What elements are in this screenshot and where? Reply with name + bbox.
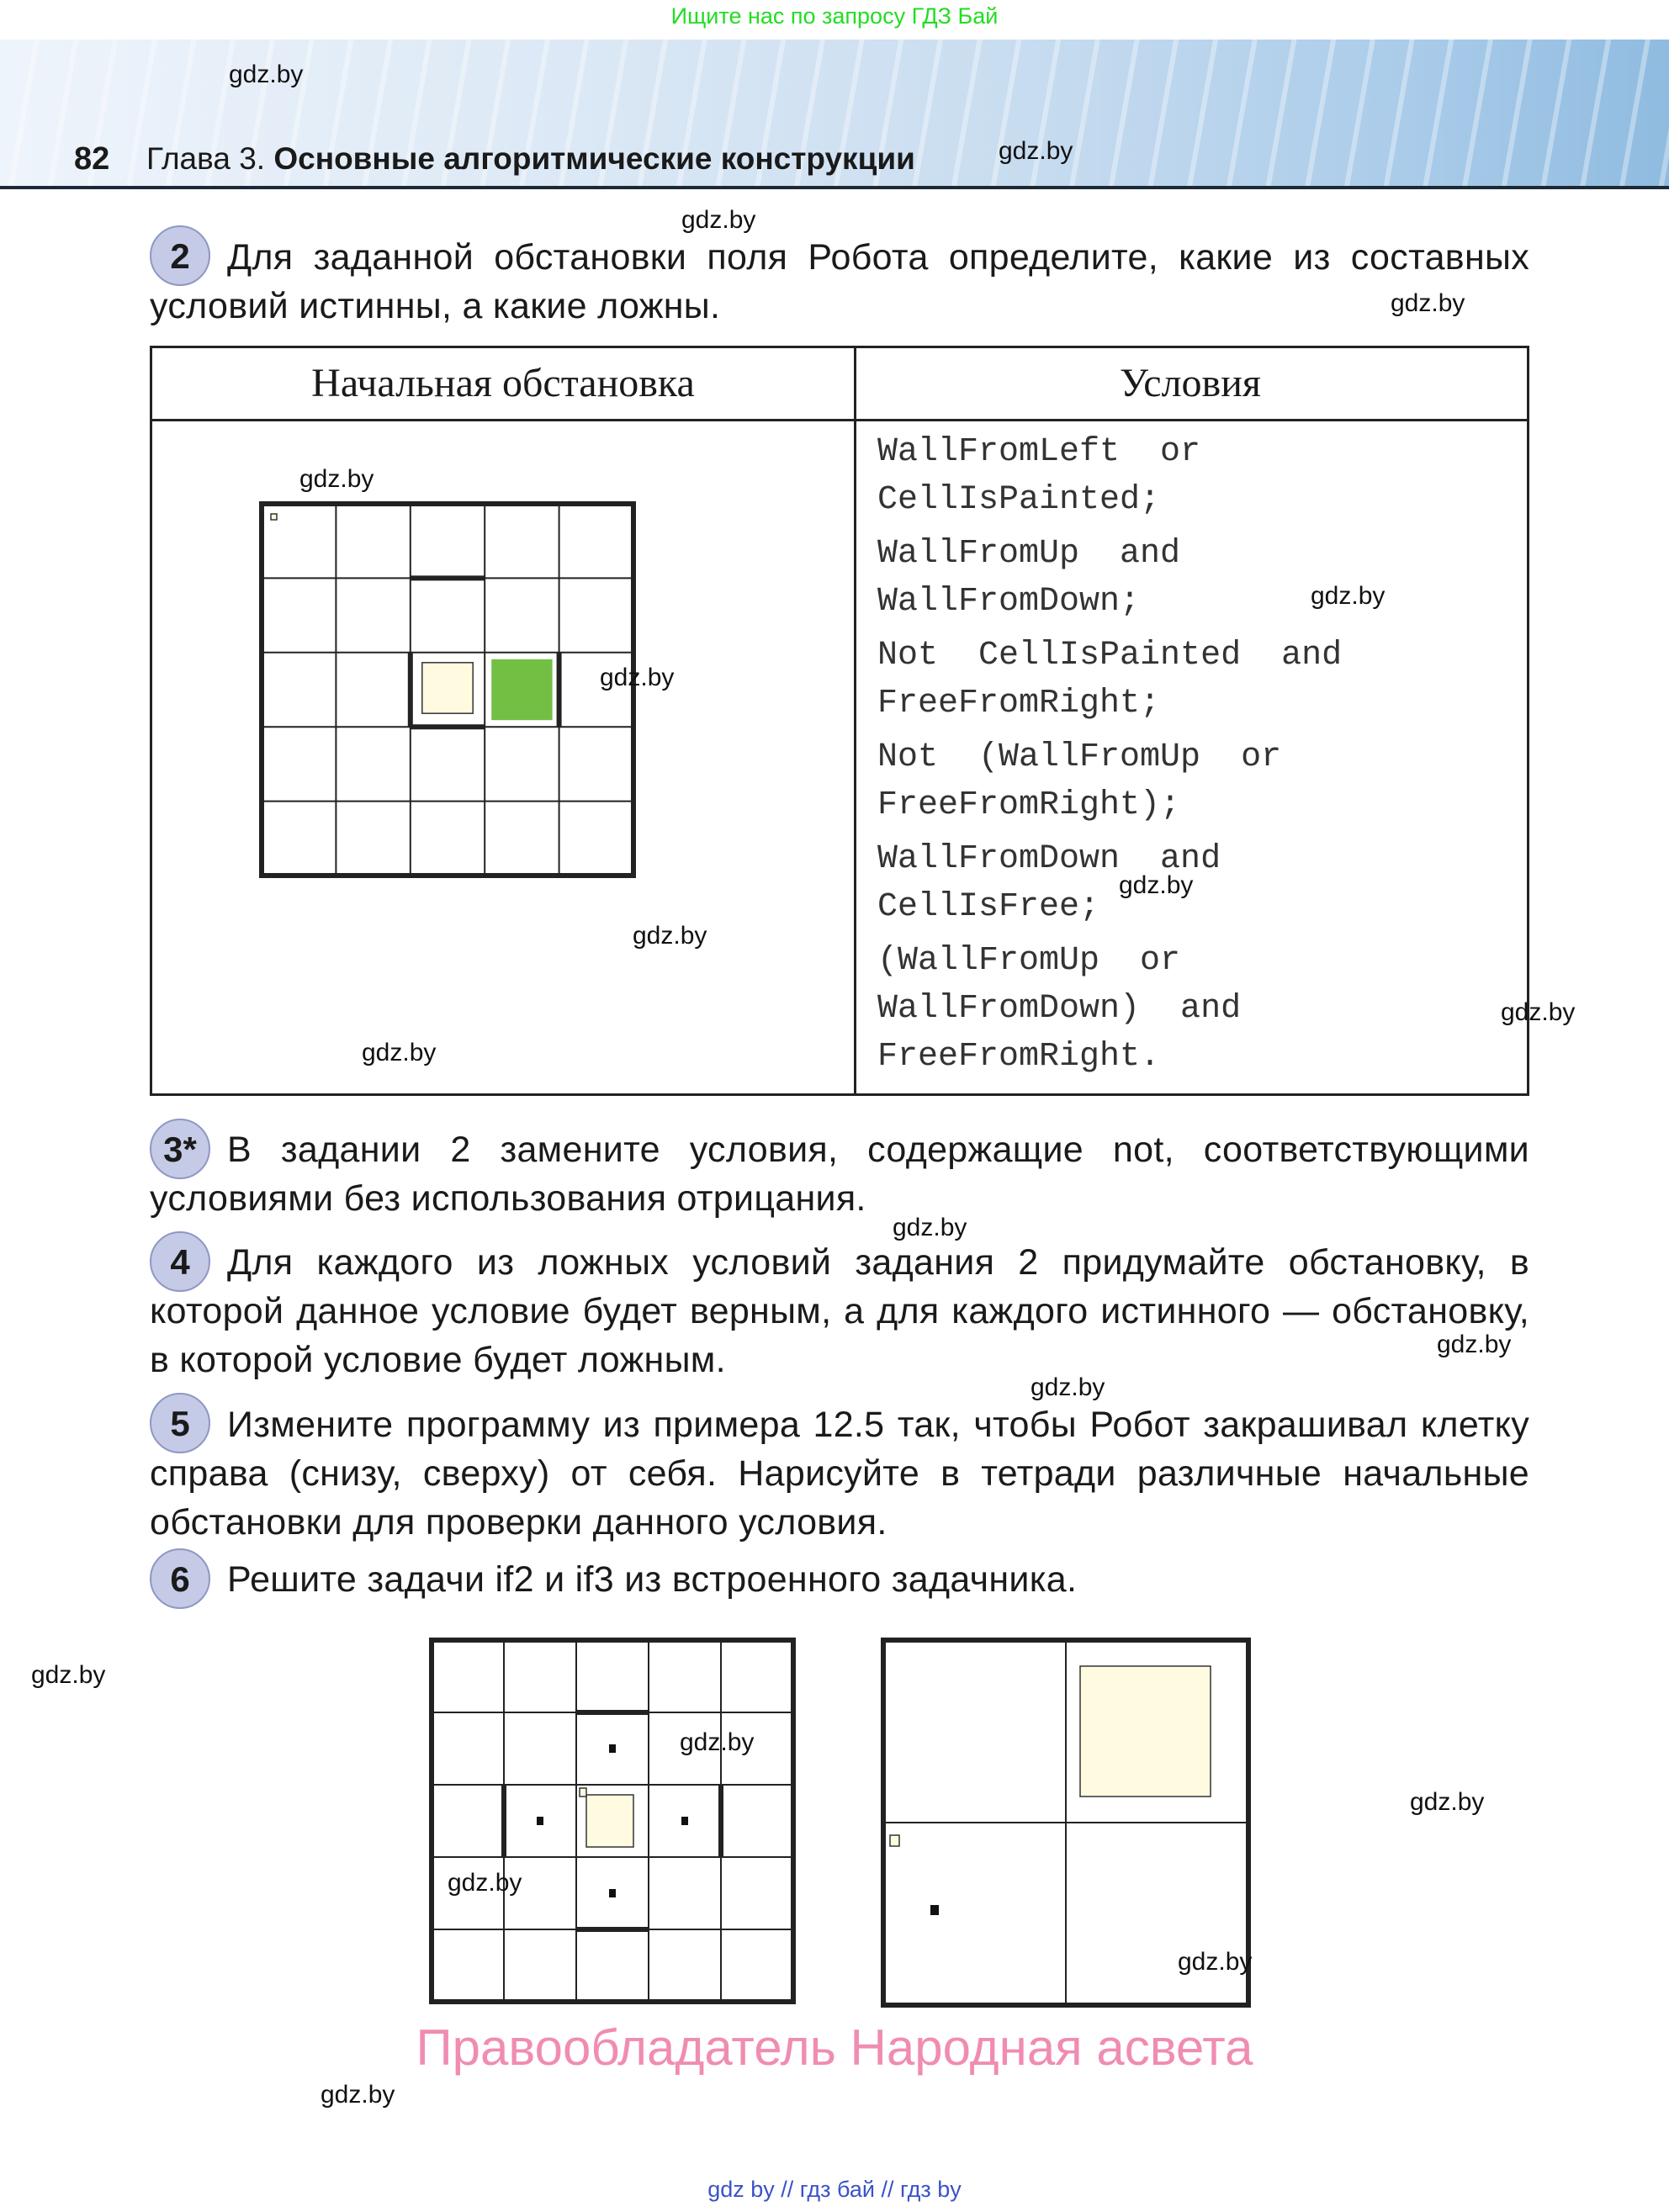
copyright-notice: Правообладатель Народная асвета [416,2019,1253,2076]
watermark: gdz.by [680,1728,755,1756]
task-number-5: 5 [150,1393,210,1453]
condition-1: WallFromLeft or CellIsPainted; [877,433,1201,519]
marker-dot [930,1905,939,1915]
watermark: gdz.by [321,2081,395,2109]
task-if3-field [881,1638,1251,2008]
field-border [429,1638,796,2004]
watermark: gdz.by [600,664,675,691]
robot-icon [421,662,474,714]
task-number-4: 4 [150,1231,210,1292]
marker-dot [681,1817,688,1825]
start-marker [270,513,278,521]
marker-dot [537,1817,543,1825]
watermark: gdz.by [893,1214,967,1241]
robot-icon [585,1794,634,1848]
watermark: gdz.by [1391,289,1465,317]
robot-icon [1079,1665,1211,1797]
watermark: gdz.by [1119,871,1194,899]
watermark: gdz.by [1410,1788,1485,1816]
field-border [881,1638,1251,2008]
start-marker [579,1787,587,1797]
field-border [259,501,636,878]
task-number-2: 2 [150,225,210,286]
chapter-prefix: Глава 3. [146,141,266,176]
search-hint: Ищите нас по запросу ГДЗ Бай [670,3,999,29]
footer-links: gdz by // гдз бай // гдз by [707,2177,962,2202]
watermark: gdz.by [299,465,374,493]
watermark: gdz.by [31,1661,106,1689]
watermark: gdz.by [229,61,304,88]
task-if2-field [429,1638,796,2004]
painted-cell [491,659,553,721]
task-number-6: 6 [150,1548,210,1609]
task-4-text: Для каждого из ложных условий задания 2 … [150,1242,1529,1380]
watermark: gdz.by [1178,1948,1253,1976]
header-conditions: Условия [854,348,1527,421]
task-2-text: Для заданной обстановки поля Робота опре… [150,237,1529,326]
watermark: gdz.by [448,1869,522,1897]
watermark: gdz.by [362,1039,437,1066]
condition-2: WallFromUp and WallFromDown; [877,535,1181,621]
robot-field-grid [259,501,636,878]
watermark: gdz.by [999,137,1073,165]
watermark: gdz.by [1437,1331,1512,1358]
page-number: 82 [74,141,110,177]
header-banner [0,40,1669,189]
condition-3: Not CellIsPainted and FreeFromRight; [877,637,1343,722]
conditions-table: Начальная обстановка Условия WallFromLef… [150,346,1529,1096]
chapter-title: Основные алгоритмические конструкции [273,141,915,176]
condition-6: (WallFromUp or WallFromDown) and FreeFro… [877,942,1242,1076]
watermark: gdz.by [1501,998,1576,1026]
watermark: gdz.by [1311,582,1386,610]
header-initial-setup: Начальная обстановка [152,348,854,421]
marker-dot [609,1744,616,1753]
watermark: gdz.by [1031,1373,1105,1401]
watermark: gdz.by [681,206,756,234]
marker-dot [609,1889,616,1897]
condition-4: Not (WallFromUp or FreeFromRight); [877,738,1282,824]
start-marker [889,1834,900,1847]
task-6-text: Решите задачи if2 и if3 из встроенного з… [227,1559,1078,1600]
task-3-text: В задании 2 замените условия, содержащие… [150,1130,1529,1219]
condition-5: WallFromDown and CellIsFree; [877,840,1221,926]
chapter-heading: Глава 3. Основные алгоритмические констр… [146,141,915,177]
task-number-3: 3* [150,1119,210,1179]
watermark: gdz.by [633,922,707,950]
task-5-text: Измените программу из примера 12.5 так, … [150,1405,1529,1543]
column-divider [854,348,856,1093]
